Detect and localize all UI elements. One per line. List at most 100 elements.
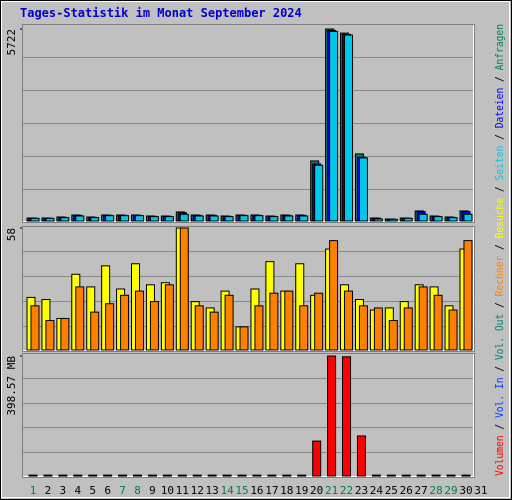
bar bbox=[416, 474, 426, 477]
bar bbox=[88, 474, 98, 477]
bar bbox=[356, 435, 366, 477]
bar bbox=[60, 317, 70, 351]
bar bbox=[75, 286, 85, 351]
bar bbox=[149, 301, 159, 351]
bar bbox=[164, 284, 174, 351]
y-tick-label: 5722 bbox=[5, 29, 18, 56]
bar bbox=[371, 474, 381, 477]
bar bbox=[403, 217, 413, 222]
bar bbox=[192, 474, 202, 477]
bar bbox=[73, 474, 83, 477]
bar bbox=[254, 215, 264, 222]
bar bbox=[342, 356, 352, 477]
bar bbox=[418, 286, 428, 351]
bar bbox=[329, 240, 339, 351]
bar bbox=[463, 213, 473, 222]
x-tick-label: 31 bbox=[474, 484, 487, 497]
bar bbox=[284, 290, 294, 351]
legend-entry: Seiten bbox=[493, 146, 506, 181]
bar bbox=[401, 474, 411, 477]
bar bbox=[120, 294, 130, 351]
bar bbox=[118, 474, 128, 477]
bar bbox=[327, 355, 337, 477]
x-tick-label: 7 bbox=[119, 484, 126, 497]
x-tick-label: 22 bbox=[340, 484, 353, 497]
bar bbox=[103, 474, 113, 477]
bar bbox=[179, 227, 189, 351]
x-tick-label: 5 bbox=[89, 484, 96, 497]
x-tick-label: 16 bbox=[250, 484, 263, 497]
bar bbox=[60, 217, 70, 222]
x-tick-label: 9 bbox=[149, 484, 156, 497]
bar bbox=[194, 305, 204, 351]
legend-separator: / bbox=[493, 180, 506, 197]
panel bbox=[22, 353, 475, 478]
bar bbox=[90, 217, 100, 222]
bar bbox=[28, 474, 38, 477]
bar bbox=[373, 307, 383, 351]
bar bbox=[58, 474, 68, 477]
x-tick-label: 13 bbox=[206, 484, 219, 497]
x-tick-label: 6 bbox=[104, 484, 111, 497]
x-tick-label: 14 bbox=[220, 484, 234, 497]
bar bbox=[418, 213, 428, 222]
bar bbox=[207, 474, 217, 477]
x-tick-label: 3 bbox=[60, 484, 67, 497]
bar bbox=[120, 215, 130, 222]
x-tick-label: 12 bbox=[191, 484, 204, 497]
bar bbox=[386, 474, 396, 477]
legend-entry: Vol. In bbox=[493, 377, 506, 418]
bar bbox=[282, 474, 292, 477]
y-tick-label: 398.57 MB bbox=[5, 356, 18, 416]
bar bbox=[147, 474, 157, 477]
legend-entry: Rechner bbox=[493, 255, 506, 296]
bar bbox=[344, 290, 354, 351]
bar bbox=[461, 474, 471, 477]
chart-title: Tages-Statistik im Monat September 2024 bbox=[20, 6, 302, 20]
legend-entry: Dateien bbox=[493, 88, 506, 129]
bar bbox=[237, 474, 247, 477]
x-tick-label: 20 bbox=[310, 484, 323, 497]
x-tick-label: 21 bbox=[325, 484, 338, 497]
x-tick-label: 4 bbox=[74, 484, 81, 497]
bar bbox=[164, 216, 174, 222]
x-tick-label: 15 bbox=[235, 484, 248, 497]
x-tick-label: 17 bbox=[265, 484, 278, 497]
bar bbox=[314, 164, 324, 222]
x-tick-label: 29 bbox=[444, 484, 457, 497]
bar bbox=[267, 474, 277, 477]
bar bbox=[299, 305, 309, 351]
bar bbox=[403, 307, 413, 351]
x-tick-label: 11 bbox=[176, 484, 189, 497]
bar bbox=[75, 215, 85, 222]
bar bbox=[224, 216, 234, 222]
bar bbox=[463, 240, 473, 351]
x-tick-label: 18 bbox=[280, 484, 293, 497]
bar bbox=[177, 474, 187, 477]
bar bbox=[312, 440, 322, 477]
legend-entry: Anfragen bbox=[493, 24, 506, 70]
bar bbox=[252, 474, 262, 477]
bar bbox=[30, 305, 40, 351]
legend-separator: / bbox=[493, 296, 506, 313]
bar bbox=[433, 216, 443, 222]
bar bbox=[194, 215, 204, 222]
x-tick-label: 25 bbox=[385, 484, 398, 497]
x-tick-label: 10 bbox=[161, 484, 174, 497]
bar bbox=[433, 294, 443, 351]
bar bbox=[105, 215, 115, 222]
bar bbox=[149, 216, 159, 222]
bar bbox=[45, 320, 55, 351]
bar bbox=[209, 215, 219, 222]
bar bbox=[135, 215, 145, 222]
bar bbox=[105, 303, 115, 351]
bar bbox=[299, 215, 309, 222]
x-tick-label: 19 bbox=[295, 484, 308, 497]
bar bbox=[90, 311, 100, 351]
bar bbox=[297, 474, 307, 477]
x-tick-label: 23 bbox=[355, 484, 368, 497]
x-tick-label: 27 bbox=[415, 484, 428, 497]
x-tick-label: 24 bbox=[370, 484, 384, 497]
bar bbox=[30, 217, 40, 222]
